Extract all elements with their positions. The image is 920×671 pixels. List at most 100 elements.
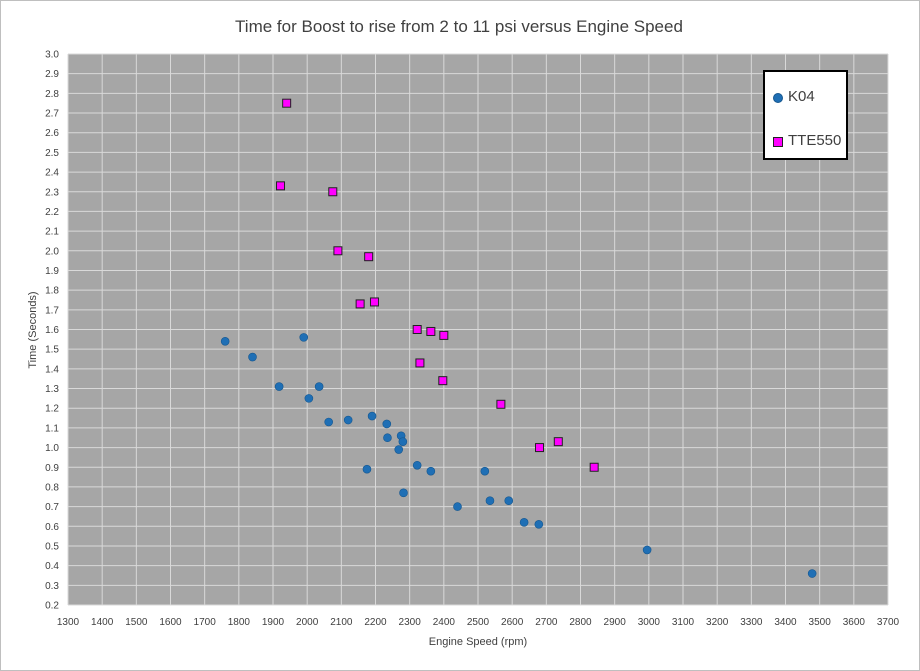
x-tick-label: 3400 (774, 617, 797, 628)
y-tick-label: 1.0 (45, 443, 59, 454)
x-tick-label: 3600 (843, 617, 866, 628)
y-tick-label: 0.7 (45, 502, 59, 513)
x-tick-label: 2300 (399, 617, 422, 628)
data-point-k04 (412, 460, 422, 470)
data-point-k04 (398, 437, 408, 446)
data-point-tte550 (369, 297, 379, 307)
data-point-k04 (504, 496, 514, 506)
data-point-k04 (299, 333, 309, 342)
data-point-tte550 (589, 462, 599, 472)
y-tick-label: 1.1 (45, 423, 59, 434)
y-tick-label: 2.3 (45, 187, 59, 198)
y-tick-label: 2.2 (45, 207, 59, 218)
x-tick-label: 1800 (228, 617, 251, 628)
data-point-tte550 (328, 187, 338, 197)
x-tick-label: 2800 (569, 617, 592, 628)
x-tick-label: 2200 (364, 617, 387, 628)
x-tick-label: 3300 (740, 617, 763, 628)
data-point-tte550 (276, 181, 286, 191)
data-point-tte550 (355, 299, 365, 309)
x-tick-label: 1300 (57, 617, 80, 628)
data-point-k04 (383, 433, 392, 443)
y-tick-label: 2.4 (45, 168, 59, 179)
y-tick-label: 0.8 (45, 482, 59, 493)
y-tick-label: 0.9 (45, 463, 59, 474)
x-tick-label: 2400 (433, 617, 456, 628)
y-tick-label: 1.4 (45, 364, 59, 375)
y-tick-label: 2.7 (45, 109, 59, 120)
data-point-k04 (426, 466, 436, 476)
legend-label-tte550: TTE550 (788, 132, 842, 149)
x-axis-title: Engine Speed (rpm) (428, 636, 528, 648)
y-tick-label: 0.3 (45, 581, 59, 592)
data-point-k04 (480, 466, 490, 476)
y-tick-label: 1.9 (45, 266, 59, 277)
data-point-k04 (220, 337, 230, 346)
y-tick-label: 3.0 (45, 50, 59, 61)
data-point-k04 (248, 352, 257, 362)
data-point-k04 (274, 382, 284, 391)
legend-label-k04: K04 (788, 88, 815, 105)
data-point-k04 (453, 502, 462, 511)
data-point-k04 (362, 464, 372, 474)
y-tick-label: 2.5 (45, 148, 59, 159)
data-point-tte550 (415, 358, 425, 368)
y-tick-label: 0.6 (45, 522, 59, 533)
data-points (220, 98, 817, 578)
data-point-k04 (519, 518, 529, 527)
x-tick-label: 2500 (467, 617, 490, 628)
data-point-k04 (534, 520, 544, 529)
data-point-k04 (485, 496, 495, 506)
y-tick-label: 1.7 (45, 305, 59, 316)
y-tick-label: 1.5 (45, 345, 59, 356)
x-tick-label: 1900 (262, 617, 285, 628)
circle-marker-icon (773, 93, 783, 103)
tick-labels: 1300 1400 1500 1600 1700 1800 1900 2000 2100 2200… (45, 50, 899, 629)
chart-title: Time for Boost to rise from 2 to 11 psi … (235, 17, 683, 36)
x-tick-label: 3200 (706, 617, 729, 628)
x-tick-label: 3100 (672, 617, 695, 628)
x-tick-label: 3700 (877, 617, 900, 628)
y-tick-label: 1.8 (45, 286, 59, 297)
x-tick-label: 2000 (296, 617, 319, 628)
x-tick-label: 2600 (501, 617, 524, 628)
y-tick-label: 1.6 (45, 325, 59, 336)
data-point-k04 (304, 394, 314, 403)
data-point-k04 (382, 419, 392, 429)
y-tick-label: 2.0 (45, 246, 59, 257)
data-point-k04 (807, 569, 817, 578)
data-point-k04 (367, 411, 377, 421)
x-tick-label: 1400 (91, 617, 114, 628)
data-point-tte550 (426, 326, 436, 336)
data-point-tte550 (439, 330, 449, 340)
x-tick-label: 2900 (604, 617, 627, 628)
x-tick-label: 2700 (535, 617, 558, 628)
legend: K04 TTE550 (763, 70, 848, 160)
y-tick-label: 1.2 (45, 404, 59, 415)
data-point-k04 (314, 382, 324, 391)
x-tick-label: 1700 (194, 617, 217, 628)
y-tick-label: 2.9 (45, 69, 59, 80)
gridlines (67, 53, 889, 606)
y-tick-label: 2.1 (45, 227, 59, 238)
data-point-tte550 (282, 98, 292, 108)
data-point-tte550 (333, 246, 343, 256)
x-tick-label: 3000 (638, 617, 661, 628)
data-point-tte550 (535, 443, 544, 453)
data-point-tte550 (438, 376, 448, 386)
data-point-tte550 (412, 325, 422, 334)
y-axis-title: Time (Seconds) (27, 291, 39, 369)
data-point-tte550 (553, 437, 563, 447)
data-point-k04 (324, 417, 333, 427)
data-point-tte550 (496, 399, 506, 409)
y-tick-label: 2.8 (45, 89, 59, 100)
data-point-k04 (399, 488, 408, 498)
data-point-tte550 (364, 252, 374, 262)
y-tick-label: 0.2 (45, 601, 59, 612)
x-tick-label: 1600 (159, 617, 182, 628)
data-point-k04 (394, 445, 404, 454)
y-tick-label: 2.6 (45, 128, 59, 139)
data-point-k04 (343, 415, 353, 425)
y-tick-label: 0.5 (45, 541, 59, 552)
